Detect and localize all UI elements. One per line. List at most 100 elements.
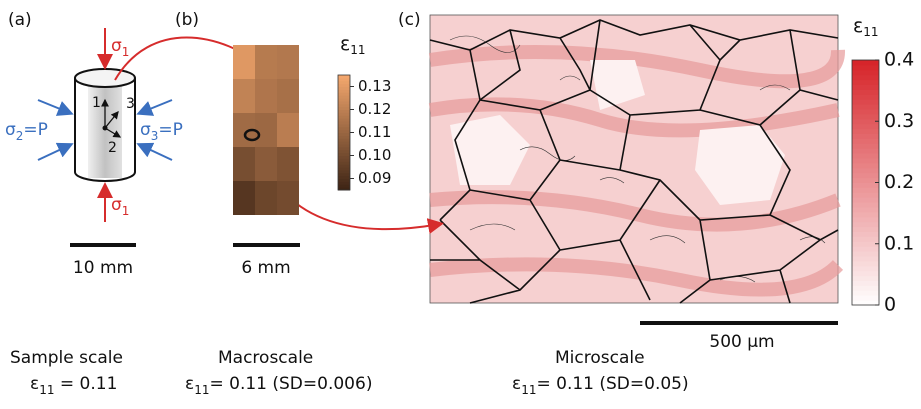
subscript: 11 [521, 383, 536, 397]
colorbar-step [338, 135, 350, 138]
colorbar-step [338, 130, 350, 133]
colorbar-step [852, 114, 879, 119]
colorbar-step [338, 75, 350, 78]
colorbar-step [852, 129, 879, 134]
grid-cell [255, 181, 277, 215]
colorbar-step [852, 158, 879, 163]
colorbar-step [852, 281, 879, 286]
colorbar-step [852, 261, 879, 266]
colorbar-step [852, 207, 879, 212]
colorbar-step [338, 87, 350, 90]
colorbar-step [852, 89, 879, 94]
colorbar-step [338, 141, 350, 144]
figure: (a)(b)(c)σ1σ1σ2=Pσ3=P12310 mm6 mm0.130.1… [0, 0, 921, 409]
scale-label: 10 mm [73, 258, 133, 278]
colorbar-step [338, 173, 350, 176]
subscript: 1 [122, 204, 130, 218]
strain-value: ε11= 0.11 (SD=0.05) [512, 374, 689, 397]
colorbar-step [852, 285, 879, 290]
text: = 0.11 (SD=0.05) [536, 374, 688, 394]
scale-name: Microscale [555, 348, 645, 368]
colorbar-step [852, 134, 879, 139]
grid-cell [233, 79, 255, 113]
cylinder [75, 69, 135, 181]
colorbar-step [338, 81, 350, 84]
colorbar-step [852, 227, 879, 232]
grid-cell [277, 45, 299, 79]
colorbar-step [338, 118, 350, 121]
symbol: σ [111, 36, 122, 56]
colorbar-step [852, 266, 879, 271]
text: =P [23, 120, 48, 140]
colorbar-step [852, 109, 879, 114]
colorbar-step [338, 144, 350, 147]
colorbar-step [852, 187, 879, 192]
scale-label: 6 mm [241, 258, 290, 278]
colorbar-step [338, 167, 350, 170]
colorbar-step [852, 70, 879, 75]
symbol: ε [185, 374, 194, 394]
subscript: 11 [39, 383, 54, 397]
colorbar-step [852, 236, 879, 241]
colorbar-step [338, 127, 350, 130]
symbol: ε [340, 33, 350, 55]
colorbar-step [338, 104, 350, 107]
scale-name: Macroscale [218, 348, 313, 368]
tick-label: 0.09 [358, 169, 391, 187]
colorbar-step [338, 95, 350, 98]
colorbar-step [338, 179, 350, 182]
symbol: ε [853, 15, 863, 37]
panel-label: (a) [8, 10, 32, 30]
stress-label: σ2=P [5, 120, 48, 143]
colorbar-step [852, 246, 879, 251]
colorbar-step [338, 156, 350, 159]
colorbar-step [852, 232, 879, 237]
colorbar-step [338, 78, 350, 81]
stress-label: σ3=P [140, 120, 183, 143]
colorbar-step [338, 84, 350, 87]
tick-label: 0.1 [884, 232, 914, 254]
colorbar-step [338, 147, 350, 150]
colorbar-step [338, 92, 350, 95]
colorbar-step [338, 101, 350, 104]
tick-label: 0.10 [358, 146, 391, 164]
colorbar-step [852, 60, 879, 65]
colorbar-step [338, 170, 350, 173]
colorbar-step [852, 138, 879, 143]
colorbar-step [852, 65, 879, 70]
colorbar-step [852, 94, 879, 99]
arrow [38, 100, 70, 113]
axis-label: 2 [108, 140, 117, 156]
tick-label: 0.12 [358, 100, 391, 118]
grid-cell [277, 147, 299, 181]
text: =P [158, 120, 183, 140]
colorbar-step [852, 168, 879, 173]
scale-name: Sample scale [10, 348, 123, 368]
colorbar-step [852, 295, 879, 300]
colorbar-step [852, 119, 879, 124]
colorbar-step [852, 163, 879, 168]
text: = 0.11 [54, 374, 117, 394]
tick-label: 0.11 [358, 123, 391, 141]
panel-label: (b) [175, 10, 199, 30]
colorbar-step [852, 80, 879, 85]
colorbar-step [852, 256, 879, 261]
colorbar-title: ε11 [853, 15, 879, 39]
symbol: ε [512, 374, 521, 394]
subscript: 1 [122, 45, 130, 59]
colorbar-step [338, 110, 350, 113]
colorbar-step [852, 202, 879, 207]
colorbar-step [338, 98, 350, 101]
tick-label: 0.3 [884, 110, 914, 132]
symbol: σ [111, 195, 122, 215]
tick-label: 0.4 [884, 49, 914, 71]
grid-cell [255, 79, 277, 113]
arrow [140, 145, 172, 160]
grid-cell [277, 181, 299, 215]
axis-label: 3 [126, 96, 135, 112]
scale-label: 500 µm [709, 332, 774, 352]
arrow [140, 100, 172, 113]
colorbar-step [852, 143, 879, 148]
colorbar-step [852, 222, 879, 227]
colorbar-step [852, 290, 879, 295]
